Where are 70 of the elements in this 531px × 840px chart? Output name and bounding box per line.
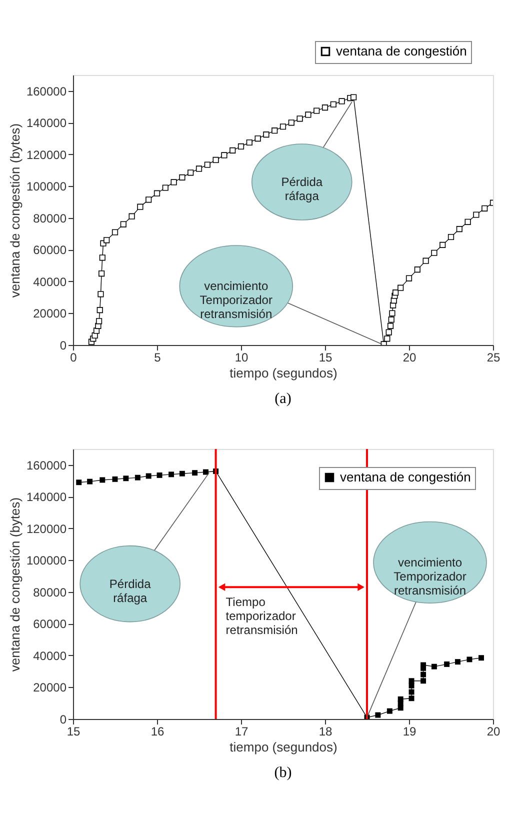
x-tick-label: 20 bbox=[486, 724, 500, 738]
point bbox=[76, 480, 82, 486]
text: (b) bbox=[274, 765, 292, 781]
point bbox=[431, 664, 437, 670]
point bbox=[466, 656, 472, 662]
y-tick-label: 0 bbox=[60, 712, 67, 726]
x-tick-label: 5 bbox=[154, 350, 162, 364]
y-tick-label: 140000 bbox=[26, 116, 67, 130]
y-tick-label: 40000 bbox=[33, 648, 67, 663]
y-tick-label: 100000 bbox=[26, 554, 67, 568]
y-tick-label: 120000 bbox=[26, 148, 67, 162]
point bbox=[168, 472, 174, 478]
x-tick-label: 19 bbox=[402, 724, 416, 738]
point bbox=[146, 473, 152, 479]
legend-label: ventana de congestión bbox=[340, 470, 471, 484]
y-tick-label: 120000 bbox=[26, 522, 67, 536]
y-tick-label: 60000 bbox=[33, 243, 67, 258]
point bbox=[192, 470, 198, 476]
x-tick-label: 15 bbox=[66, 724, 80, 738]
point bbox=[454, 659, 460, 665]
x-axis-title: tiempo (segundos) bbox=[230, 366, 338, 380]
point bbox=[408, 696, 414, 702]
point bbox=[202, 469, 208, 475]
point bbox=[156, 472, 162, 478]
point bbox=[420, 672, 426, 678]
y-tick-label: 0 bbox=[60, 338, 67, 352]
x-tick-label: 16 bbox=[150, 724, 164, 738]
y-tick-label: 60000 bbox=[33, 617, 67, 632]
x-tick-label: 25 bbox=[486, 350, 500, 364]
annotation: vencimiento Temporizador retransmisión bbox=[394, 555, 466, 598]
point bbox=[398, 696, 404, 702]
point bbox=[386, 708, 392, 714]
y-axis-title: ventana de congestión (bytes) bbox=[7, 123, 22, 298]
x-tick-label: 0 bbox=[70, 350, 78, 364]
point bbox=[179, 470, 185, 476]
text: (a) bbox=[274, 391, 292, 407]
annotation: Pérdida ráfaga bbox=[109, 576, 152, 605]
annotation: Pérdida ráfaga bbox=[281, 175, 323, 203]
y-tick-label: 100000 bbox=[26, 180, 67, 194]
x-tick-label: 10 bbox=[234, 350, 248, 364]
annotation: Tiempo temporizador retransmisión bbox=[226, 595, 298, 638]
point bbox=[444, 661, 450, 667]
point bbox=[408, 682, 414, 688]
point bbox=[100, 477, 106, 483]
y-tick-label: 20000 bbox=[33, 306, 67, 321]
x-tick-label: 15 bbox=[318, 350, 332, 364]
point bbox=[87, 478, 93, 484]
y-tick-label: 160000 bbox=[26, 458, 67, 472]
point bbox=[134, 474, 140, 480]
y-tick-label: 160000 bbox=[26, 84, 67, 98]
y-tick-label: 140000 bbox=[26, 490, 67, 504]
x-tick-label: 20 bbox=[402, 350, 416, 364]
y-tick-label: 20000 bbox=[33, 680, 67, 695]
point bbox=[420, 678, 426, 684]
x-tick-label: 17 bbox=[234, 724, 248, 738]
y-tick-label: 80000 bbox=[33, 585, 67, 600]
point bbox=[478, 655, 484, 661]
point bbox=[408, 678, 414, 684]
point bbox=[112, 476, 118, 482]
y-axis-title: ventana de congestión (bytes) bbox=[7, 497, 22, 672]
point bbox=[123, 476, 129, 482]
x-tick-label: 18 bbox=[318, 724, 332, 738]
legend-label: ventana de congestión bbox=[336, 44, 467, 58]
y-tick-label: 80000 bbox=[33, 211, 67, 226]
point bbox=[408, 689, 414, 695]
x-axis-title: tiempo (segundos) bbox=[230, 740, 338, 754]
point bbox=[420, 662, 426, 668]
point bbox=[375, 712, 381, 718]
annotation: vencimiento Temporizador retransmisión bbox=[200, 279, 272, 322]
y-tick-label: 40000 bbox=[33, 274, 67, 289]
